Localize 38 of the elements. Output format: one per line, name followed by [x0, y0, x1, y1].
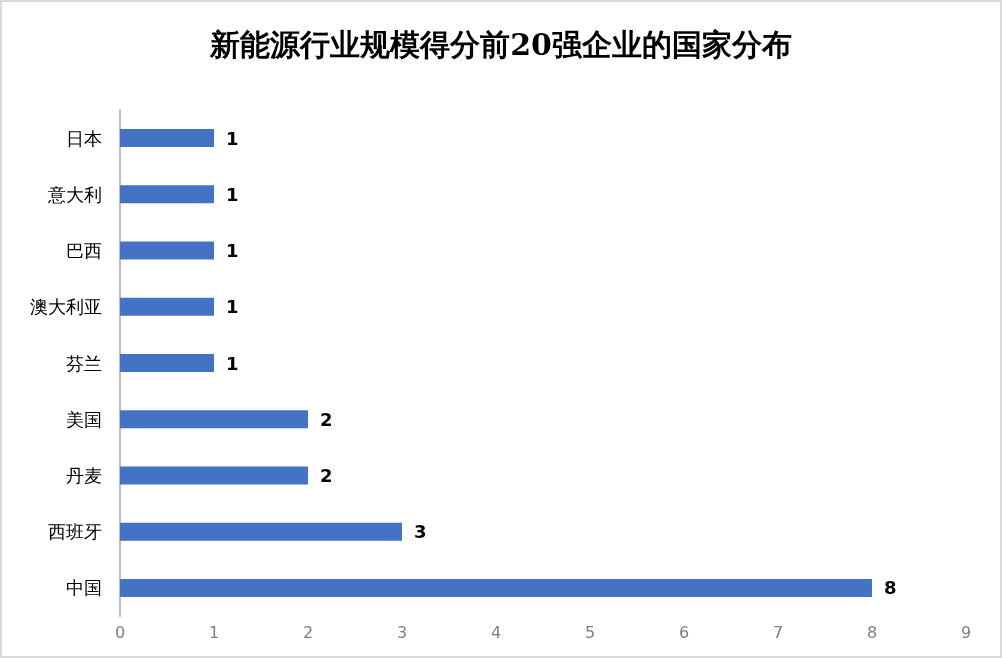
- data-label: 2: [320, 464, 333, 486]
- bar: [120, 129, 214, 148]
- y-tick-label: 西班牙: [48, 521, 102, 543]
- bar: [120, 410, 308, 429]
- bar: [120, 522, 402, 541]
- x-tick-label: 9: [960, 622, 972, 642]
- data-label: 1: [226, 352, 239, 374]
- data-label: 8: [884, 577, 897, 599]
- data-label: 1: [226, 240, 239, 262]
- y-tick-label: 意大利: [47, 183, 102, 205]
- chart-title: 新能源行业规模得分前20强企业的国家分布: [209, 26, 792, 62]
- x-tick-label: 5: [584, 622, 596, 642]
- y-tick-label: 澳大利亚: [30, 296, 102, 318]
- bar: [120, 297, 214, 316]
- bar: [120, 185, 214, 204]
- bar: [120, 578, 872, 597]
- y-tick-label: 丹麦: [66, 464, 102, 486]
- y-tick-label: 美国: [66, 408, 102, 430]
- y-tick-label: 日本: [66, 127, 102, 149]
- bar: [120, 241, 214, 260]
- y-tick-label: 芬兰: [66, 352, 102, 374]
- bar: [120, 354, 214, 372]
- data-label: 3: [414, 521, 427, 543]
- data-label: 1: [226, 296, 239, 318]
- bar: [120, 466, 308, 485]
- x-tick-label: 8: [866, 622, 878, 642]
- x-tick-label: 3: [396, 622, 408, 642]
- x-tick-label: 2: [302, 622, 314, 642]
- y-tick-label: 巴西: [66, 240, 102, 262]
- x-tick-label: 0: [114, 622, 126, 642]
- data-label: 1: [226, 183, 239, 205]
- data-label: 1: [226, 127, 239, 149]
- y-tick-label: 中国: [66, 577, 102, 599]
- x-tick-label: 4: [490, 622, 502, 642]
- x-tick-label: 7: [772, 622, 784, 642]
- x-tick-label: 6: [678, 622, 690, 642]
- data-label: 2: [320, 408, 333, 430]
- x-tick-label: 1: [208, 622, 220, 642]
